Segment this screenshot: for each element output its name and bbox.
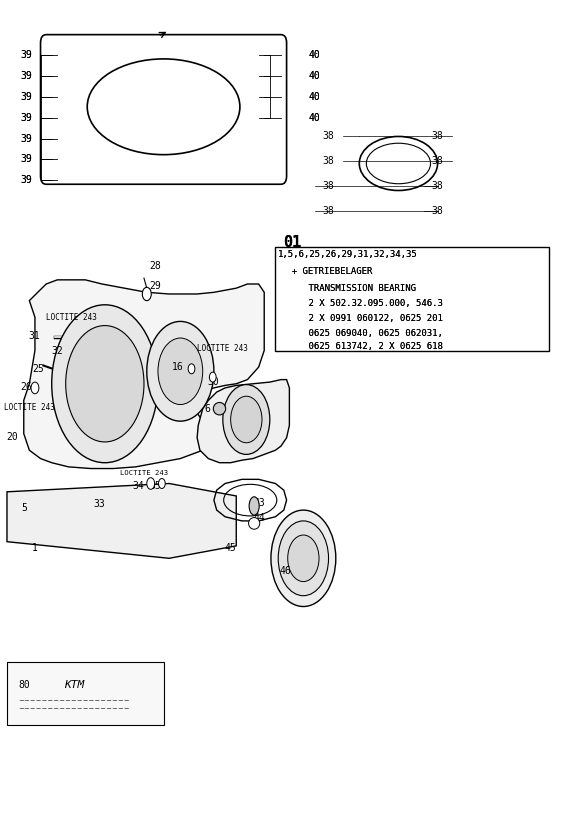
Text: 5: 5 <box>21 504 27 514</box>
Circle shape <box>31 382 39 394</box>
Text: 39: 39 <box>21 92 33 102</box>
Text: 38: 38 <box>432 206 443 216</box>
Circle shape <box>158 338 203 404</box>
Circle shape <box>278 521 329 595</box>
Ellipse shape <box>248 518 260 530</box>
Text: 2 X 502.32.095.000, 546.3: 2 X 502.32.095.000, 546.3 <box>287 299 442 308</box>
Text: 39: 39 <box>21 71 33 81</box>
Text: 30: 30 <box>207 377 219 387</box>
Polygon shape <box>24 280 264 469</box>
Ellipse shape <box>249 497 259 515</box>
Text: 1: 1 <box>32 543 38 553</box>
Text: 45: 45 <box>225 543 237 553</box>
Text: 26: 26 <box>21 382 33 392</box>
Text: 0625 069040, 0625 062031,: 0625 069040, 0625 062031, <box>287 329 442 338</box>
Circle shape <box>147 478 155 490</box>
Text: LOCTITE 243: LOCTITE 243 <box>46 313 97 322</box>
Circle shape <box>223 384 270 455</box>
Text: 40: 40 <box>309 71 320 81</box>
Circle shape <box>66 325 144 442</box>
Text: 31: 31 <box>28 330 40 340</box>
Circle shape <box>158 479 165 489</box>
Text: 32: 32 <box>52 345 63 355</box>
Text: 0625 069040, 0625 062031,: 0625 069040, 0625 062031, <box>287 329 442 338</box>
Polygon shape <box>7 484 236 558</box>
Text: 0625 613742, 2 X 0625 618: 0625 613742, 2 X 0625 618 <box>287 342 442 351</box>
Text: 38: 38 <box>323 156 334 166</box>
Text: 80: 80 <box>18 680 30 690</box>
Circle shape <box>142 288 151 300</box>
Text: 1,5,6,25,26,29,31,32,34,35: 1,5,6,25,26,29,31,32,34,35 <box>278 250 418 259</box>
Text: 16: 16 <box>171 362 183 372</box>
Text: 38: 38 <box>323 206 334 216</box>
Text: 01: 01 <box>283 235 301 250</box>
Text: 25: 25 <box>32 364 44 374</box>
Ellipse shape <box>214 403 225 415</box>
Text: 28: 28 <box>149 261 161 271</box>
Bar <box>275 247 550 350</box>
Text: 34: 34 <box>132 481 144 491</box>
Text: 38: 38 <box>432 131 443 141</box>
Text: 0625 613742, 2 X 0625 618: 0625 613742, 2 X 0625 618 <box>287 342 442 351</box>
Text: + GETRIEBELAGER: + GETRIEBELAGER <box>281 267 373 276</box>
Text: 39: 39 <box>21 113 33 123</box>
Text: ~~~~~~~~~~~~~~~~~~~: ~~~~~~~~~~~~~~~~~~~ <box>19 706 130 712</box>
Text: 39: 39 <box>21 113 33 123</box>
Circle shape <box>188 364 195 374</box>
Text: TRANSMISSION BEARING: TRANSMISSION BEARING <box>287 284 415 293</box>
Text: 01: 01 <box>283 235 301 250</box>
Text: 40: 40 <box>309 92 320 102</box>
Polygon shape <box>197 379 289 463</box>
Text: 39: 39 <box>21 50 33 60</box>
Text: KTM: KTM <box>64 680 84 690</box>
Text: 39: 39 <box>21 175 33 185</box>
Text: 38: 38 <box>432 156 443 166</box>
Text: 39: 39 <box>21 175 33 185</box>
Text: 20: 20 <box>6 432 17 442</box>
Text: 38: 38 <box>432 181 443 191</box>
Text: 29: 29 <box>149 282 161 292</box>
Text: 38: 38 <box>323 131 334 141</box>
Bar <box>7 662 164 725</box>
Text: 46: 46 <box>280 565 291 575</box>
Text: 35: 35 <box>150 481 162 491</box>
Text: 40: 40 <box>309 50 320 60</box>
Text: 39: 39 <box>21 154 33 164</box>
Text: 39: 39 <box>21 92 33 102</box>
Text: 2 X 0991 060122, 0625 201: 2 X 0991 060122, 0625 201 <box>287 314 442 323</box>
Text: 39: 39 <box>21 133 33 143</box>
Text: ~~~~~~~~~~~~~~~~~~~: ~~~~~~~~~~~~~~~~~~~ <box>19 698 130 704</box>
Text: 33: 33 <box>93 500 105 510</box>
Text: 43: 43 <box>253 498 265 508</box>
Text: 2 X 0991 060122, 0625 201: 2 X 0991 060122, 0625 201 <box>287 314 442 323</box>
Circle shape <box>271 510 336 606</box>
Text: 39: 39 <box>21 154 33 164</box>
Circle shape <box>230 396 262 443</box>
Text: 40: 40 <box>309 113 320 123</box>
Text: + GETRIEBELAGER: + GETRIEBELAGER <box>281 267 373 276</box>
Text: 40: 40 <box>309 71 320 81</box>
Text: 38: 38 <box>323 181 334 191</box>
Text: TRANSMISSION BEARING: TRANSMISSION BEARING <box>287 284 415 293</box>
Text: LOCTITE 243: LOCTITE 243 <box>4 403 55 411</box>
Text: 39: 39 <box>21 71 33 81</box>
Text: 39: 39 <box>21 50 33 60</box>
Circle shape <box>288 535 319 581</box>
Text: 40: 40 <box>309 92 320 102</box>
Circle shape <box>210 372 216 382</box>
Circle shape <box>52 304 158 463</box>
Text: LOCTITE 243: LOCTITE 243 <box>197 344 248 353</box>
Text: 6: 6 <box>204 404 210 414</box>
Text: 40: 40 <box>309 113 320 123</box>
Text: 40: 40 <box>309 50 320 60</box>
Text: 1,5,6,25,26,29,31,32,34,35: 1,5,6,25,26,29,31,32,34,35 <box>278 250 418 259</box>
Text: 44: 44 <box>253 514 265 524</box>
Text: 39: 39 <box>21 133 33 143</box>
Circle shape <box>147 321 214 421</box>
Text: LOCTITE 243: LOCTITE 243 <box>120 470 168 475</box>
Text: 2 X 502.32.095.000, 546.3: 2 X 502.32.095.000, 546.3 <box>287 299 442 308</box>
